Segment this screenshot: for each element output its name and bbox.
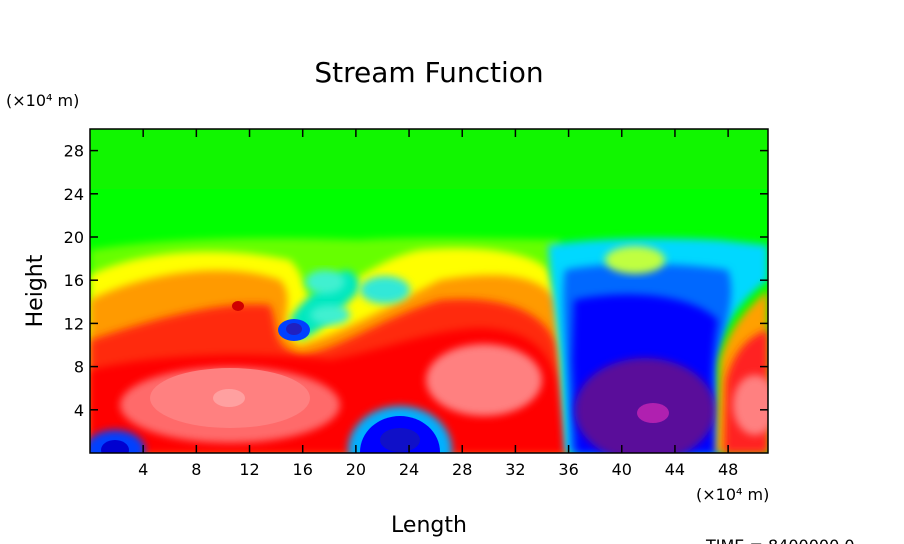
x-tick-label: 40	[612, 460, 632, 479]
pink-max-right	[733, 375, 768, 435]
cyan-pocket-3	[360, 276, 410, 304]
x-unit-label: (×10⁴ m)	[696, 485, 769, 504]
x-tick-label: 28	[452, 460, 472, 479]
x-tick-label: 48	[718, 460, 738, 479]
x-tick-label: 20	[346, 460, 366, 479]
x-tick-label: 32	[505, 460, 525, 479]
y-axis: 4 8 12 16 20 24 28	[64, 142, 768, 420]
x-tick-label: 16	[293, 460, 313, 479]
y-tick-label: 20	[64, 228, 84, 247]
time-footer: TIME = 8400000.0	[705, 536, 855, 544]
x-tick-label: 12	[239, 460, 259, 479]
y-tick-label: 24	[64, 185, 84, 204]
y-axis-label: Height	[23, 254, 48, 327]
cyan-pocket-4	[310, 305, 350, 325]
y-unit-label: (×10⁴ m)	[6, 91, 79, 110]
blue-lobe-lower-inner	[380, 428, 420, 452]
y-tick-label: 8	[74, 358, 84, 377]
x-tick-label: 24	[399, 460, 419, 479]
purple-min-core	[637, 403, 669, 423]
pink-max-left-peak	[213, 389, 245, 407]
pink-max-center	[426, 344, 542, 416]
x-axis-label: Length	[391, 513, 467, 538]
x-tick-label: 36	[558, 460, 578, 479]
y-tick-label: 4	[74, 401, 84, 420]
plot-area	[90, 129, 768, 453]
x-tick-label: 8	[191, 460, 201, 479]
y-tick-label: 12	[64, 314, 84, 333]
plot-frame	[89, 128, 769, 454]
yellow-pocket	[605, 246, 665, 274]
field-upper-band	[90, 129, 768, 189]
cyan-pocket-2	[305, 270, 345, 294]
y-tick-label: 28	[64, 142, 84, 161]
y-tick-label: 16	[64, 271, 84, 290]
x-tick-label: 4	[138, 460, 148, 479]
chart-title: Stream Function	[314, 56, 543, 89]
x-axis: 4 8 12 16 20 24 28 32 36 40 44 48	[138, 129, 738, 479]
blue-min-small-core	[286, 323, 302, 335]
blue-lobe-corner-core	[101, 440, 129, 453]
x-tick-label: 44	[665, 460, 685, 479]
red-spot	[232, 301, 244, 311]
